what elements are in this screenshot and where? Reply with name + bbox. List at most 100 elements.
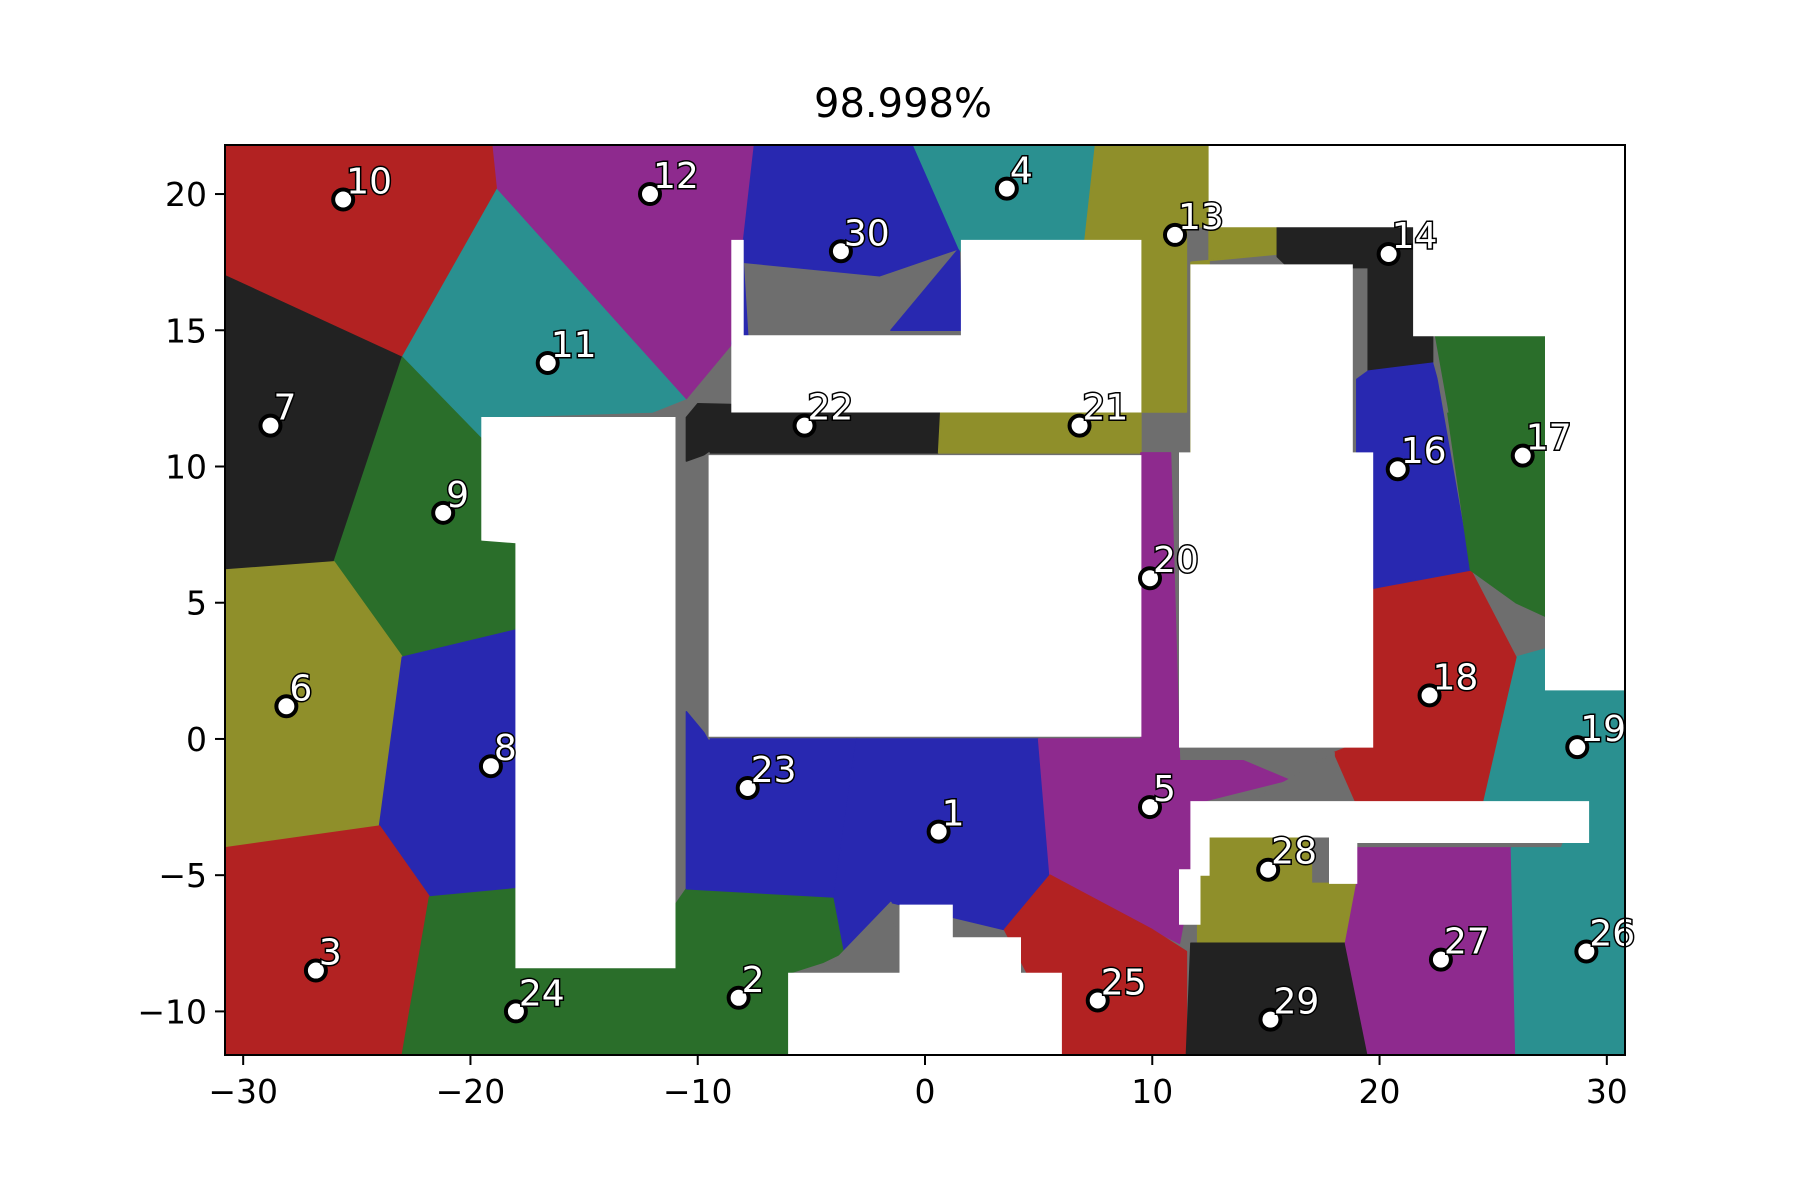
point-label-30: 30 <box>844 213 890 254</box>
point-label-18: 18 <box>1433 657 1479 698</box>
point-label-22: 22 <box>808 388 854 429</box>
point-29: 29 <box>1258 980 1321 1032</box>
region-red-12 <box>225 825 431 1055</box>
obstacle-2 <box>708 455 1142 737</box>
void-layer <box>481 145 1625 1055</box>
x-tick-label: 0 <box>915 1072 936 1111</box>
point-marker-29 <box>1258 1007 1283 1032</box>
point-label-27: 27 <box>1444 922 1490 963</box>
point-marker-1 <box>926 819 951 844</box>
point-marker-19 <box>1565 735 1590 760</box>
point-30: 30 <box>828 212 891 264</box>
point-2: 2 <box>726 958 766 1010</box>
y-tick-label: 20 <box>165 175 207 214</box>
point-label-6: 6 <box>289 668 312 709</box>
point-marker-24 <box>503 999 528 1024</box>
point-marker-10 <box>331 187 356 212</box>
region-gray-29 <box>685 452 710 740</box>
point-marker-22 <box>792 413 817 438</box>
point-marker-4 <box>994 176 1019 201</box>
point-label-29: 29 <box>1273 982 1319 1023</box>
x-tick-label: 30 <box>1586 1072 1628 1111</box>
point-18: 18 <box>1417 656 1480 708</box>
point-22: 22 <box>792 386 855 438</box>
point-label-11: 11 <box>551 325 597 366</box>
x-tick-label: −10 <box>663 1072 733 1111</box>
point-26: 26 <box>1574 912 1637 964</box>
region-layer <box>225 145 1625 1055</box>
y-tick-label: −10 <box>137 992 207 1031</box>
x-axis: −30 −20 −10 0 10 20 30 <box>208 1055 1628 1111</box>
region-black-22 <box>1185 942 1369 1055</box>
point-marker-6 <box>274 694 299 719</box>
point-label-20: 20 <box>1153 540 1199 581</box>
point-label-25: 25 <box>1101 963 1147 1004</box>
point-21: 21 <box>1067 386 1130 438</box>
point-marker-28 <box>1256 857 1281 882</box>
y-tick-label: 15 <box>165 311 207 350</box>
point-24: 24 <box>503 972 566 1024</box>
point-14: 14 <box>1376 214 1439 266</box>
region-teal-24 <box>1510 819 1625 1055</box>
x-tick-label: 10 <box>1131 1072 1173 1111</box>
region-blue-17 <box>685 710 858 898</box>
point-12: 12 <box>638 155 700 207</box>
point-28: 28 <box>1256 830 1318 882</box>
point-marker-11 <box>535 350 560 375</box>
point-label-12: 12 <box>653 156 699 197</box>
point-label-21: 21 <box>1083 388 1129 429</box>
point-label-26: 26 <box>1589 913 1635 954</box>
obstacle-1 <box>731 239 1142 413</box>
point-marker-18 <box>1417 683 1442 708</box>
y-tick-label: 5 <box>186 584 207 623</box>
point-7: 7 <box>258 386 298 438</box>
point-marker-16 <box>1385 457 1410 482</box>
point-6: 6 <box>274 667 314 719</box>
point-label-8: 8 <box>494 728 517 769</box>
point-19: 19 <box>1565 708 1628 760</box>
point-label-1: 1 <box>942 794 965 835</box>
y-axis: −10 −5 0 5 10 15 20 <box>137 175 225 1031</box>
point-label-14: 14 <box>1392 216 1438 257</box>
point-label-13: 13 <box>1178 197 1224 238</box>
point-marker-25 <box>1085 988 1110 1013</box>
point-label-2: 2 <box>742 960 765 1001</box>
point-8: 8 <box>478 727 518 779</box>
point-marker-3 <box>303 958 328 983</box>
point-label-10: 10 <box>346 161 392 202</box>
point-marker-14 <box>1376 241 1401 266</box>
point-marker-23 <box>735 775 760 800</box>
point-label-5: 5 <box>1153 769 1176 810</box>
point-4: 4 <box>994 149 1034 201</box>
region-purple-2 <box>492 145 756 400</box>
point-20: 20 <box>1138 539 1200 591</box>
point-marker-17 <box>1510 443 1535 468</box>
point-label-7: 7 <box>273 388 296 429</box>
point-marker-20 <box>1138 566 1162 591</box>
obstacle-0 <box>481 417 676 969</box>
y-tick-label: 10 <box>165 447 207 486</box>
point-marker-26 <box>1574 939 1599 964</box>
point-label-16: 16 <box>1401 431 1447 472</box>
point-marker-13 <box>1163 222 1187 247</box>
x-tick-label: 20 <box>1359 1072 1401 1111</box>
obstacle-5 <box>1179 801 1590 925</box>
obstacle-4 <box>1208 145 1625 691</box>
point-23: 23 <box>735 748 798 800</box>
point-marker-12 <box>638 182 662 207</box>
point-marker-2 <box>726 985 751 1010</box>
region-purple-23 <box>1344 847 1517 1055</box>
point-marker-27 <box>1428 947 1453 972</box>
y-tick-label: 0 <box>186 720 207 759</box>
point-label-28: 28 <box>1271 832 1317 873</box>
point-27: 27 <box>1428 920 1491 972</box>
obstacle-6 <box>788 904 1062 1055</box>
point-25: 25 <box>1085 961 1148 1013</box>
point-label-23: 23 <box>751 750 797 791</box>
point-13: 13 <box>1163 195 1225 247</box>
chart-title: 98.998% <box>814 81 992 127</box>
point-marker-8 <box>478 754 503 779</box>
point-marker-7 <box>258 413 283 438</box>
